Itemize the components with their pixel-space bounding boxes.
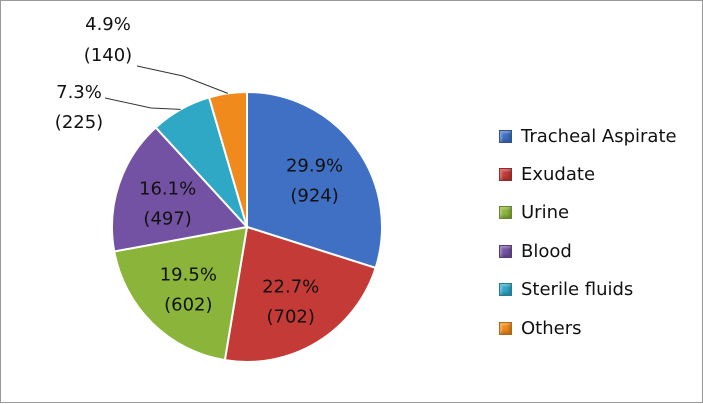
legend-item-sterile-fluids: Sterile fluids	[499, 271, 699, 309]
legend-swatch	[499, 283, 512, 297]
legend-label: Exudate	[521, 164, 596, 186]
legend-item-urine: Urine	[499, 194, 699, 232]
slice-percent-label: 22.7%	[262, 276, 319, 297]
legend-swatch	[499, 129, 512, 143]
legend-swatch	[499, 168, 512, 182]
pie-labels: 29.9% (924) 22.7% (702) 19.5% (602) 16.1% (497)…	[55, 14, 343, 327]
legend-label: Tracheal Aspirate	[521, 125, 677, 147]
leader-line	[104, 97, 181, 110]
leader-line	[136, 65, 229, 94]
legend-item-blood: Blood	[499, 232, 699, 270]
legend-label: Urine	[521, 202, 570, 224]
pie-slice-exudate	[223, 225, 377, 363]
slice-count-label: (924)	[290, 186, 338, 207]
legend-swatch	[499, 244, 512, 258]
slice-count-label: (497)	[143, 208, 191, 229]
slice-percent-label: 16.1%	[139, 178, 196, 199]
pie-slices	[111, 90, 383, 363]
slice-count-label: (225)	[55, 112, 103, 133]
pie-slice-others	[207, 90, 248, 228]
legend-item-exudate: Exudate	[499, 155, 699, 193]
pie-slice-blood	[111, 126, 249, 253]
legend-label: Sterile fluids	[521, 279, 634, 301]
slice-count-label: (140)	[84, 45, 132, 66]
legend-label: Others	[521, 317, 582, 339]
slice-percent-label: 7.3%	[56, 82, 102, 103]
slice-count-label: (602)	[164, 295, 212, 316]
pie-slice-tracheal-aspirate	[246, 90, 383, 270]
legend-swatch	[499, 321, 512, 335]
legend-label: Blood	[521, 240, 572, 262]
slice-percent-label: 4.9%	[85, 14, 131, 35]
slice-percent-label: 19.5%	[160, 265, 217, 286]
pie-slice-urine	[113, 225, 249, 362]
legend-item-others: Others	[499, 309, 699, 347]
legend-swatch	[499, 206, 512, 220]
legend-item-tracheal-aspirate: Tracheal Aspirate	[499, 117, 699, 155]
legend: Tracheal Aspirate Exudate Urine Blood St…	[499, 117, 699, 347]
slice-percent-label: 29.9%	[286, 156, 343, 177]
slice-count-label: (702)	[266, 306, 314, 327]
